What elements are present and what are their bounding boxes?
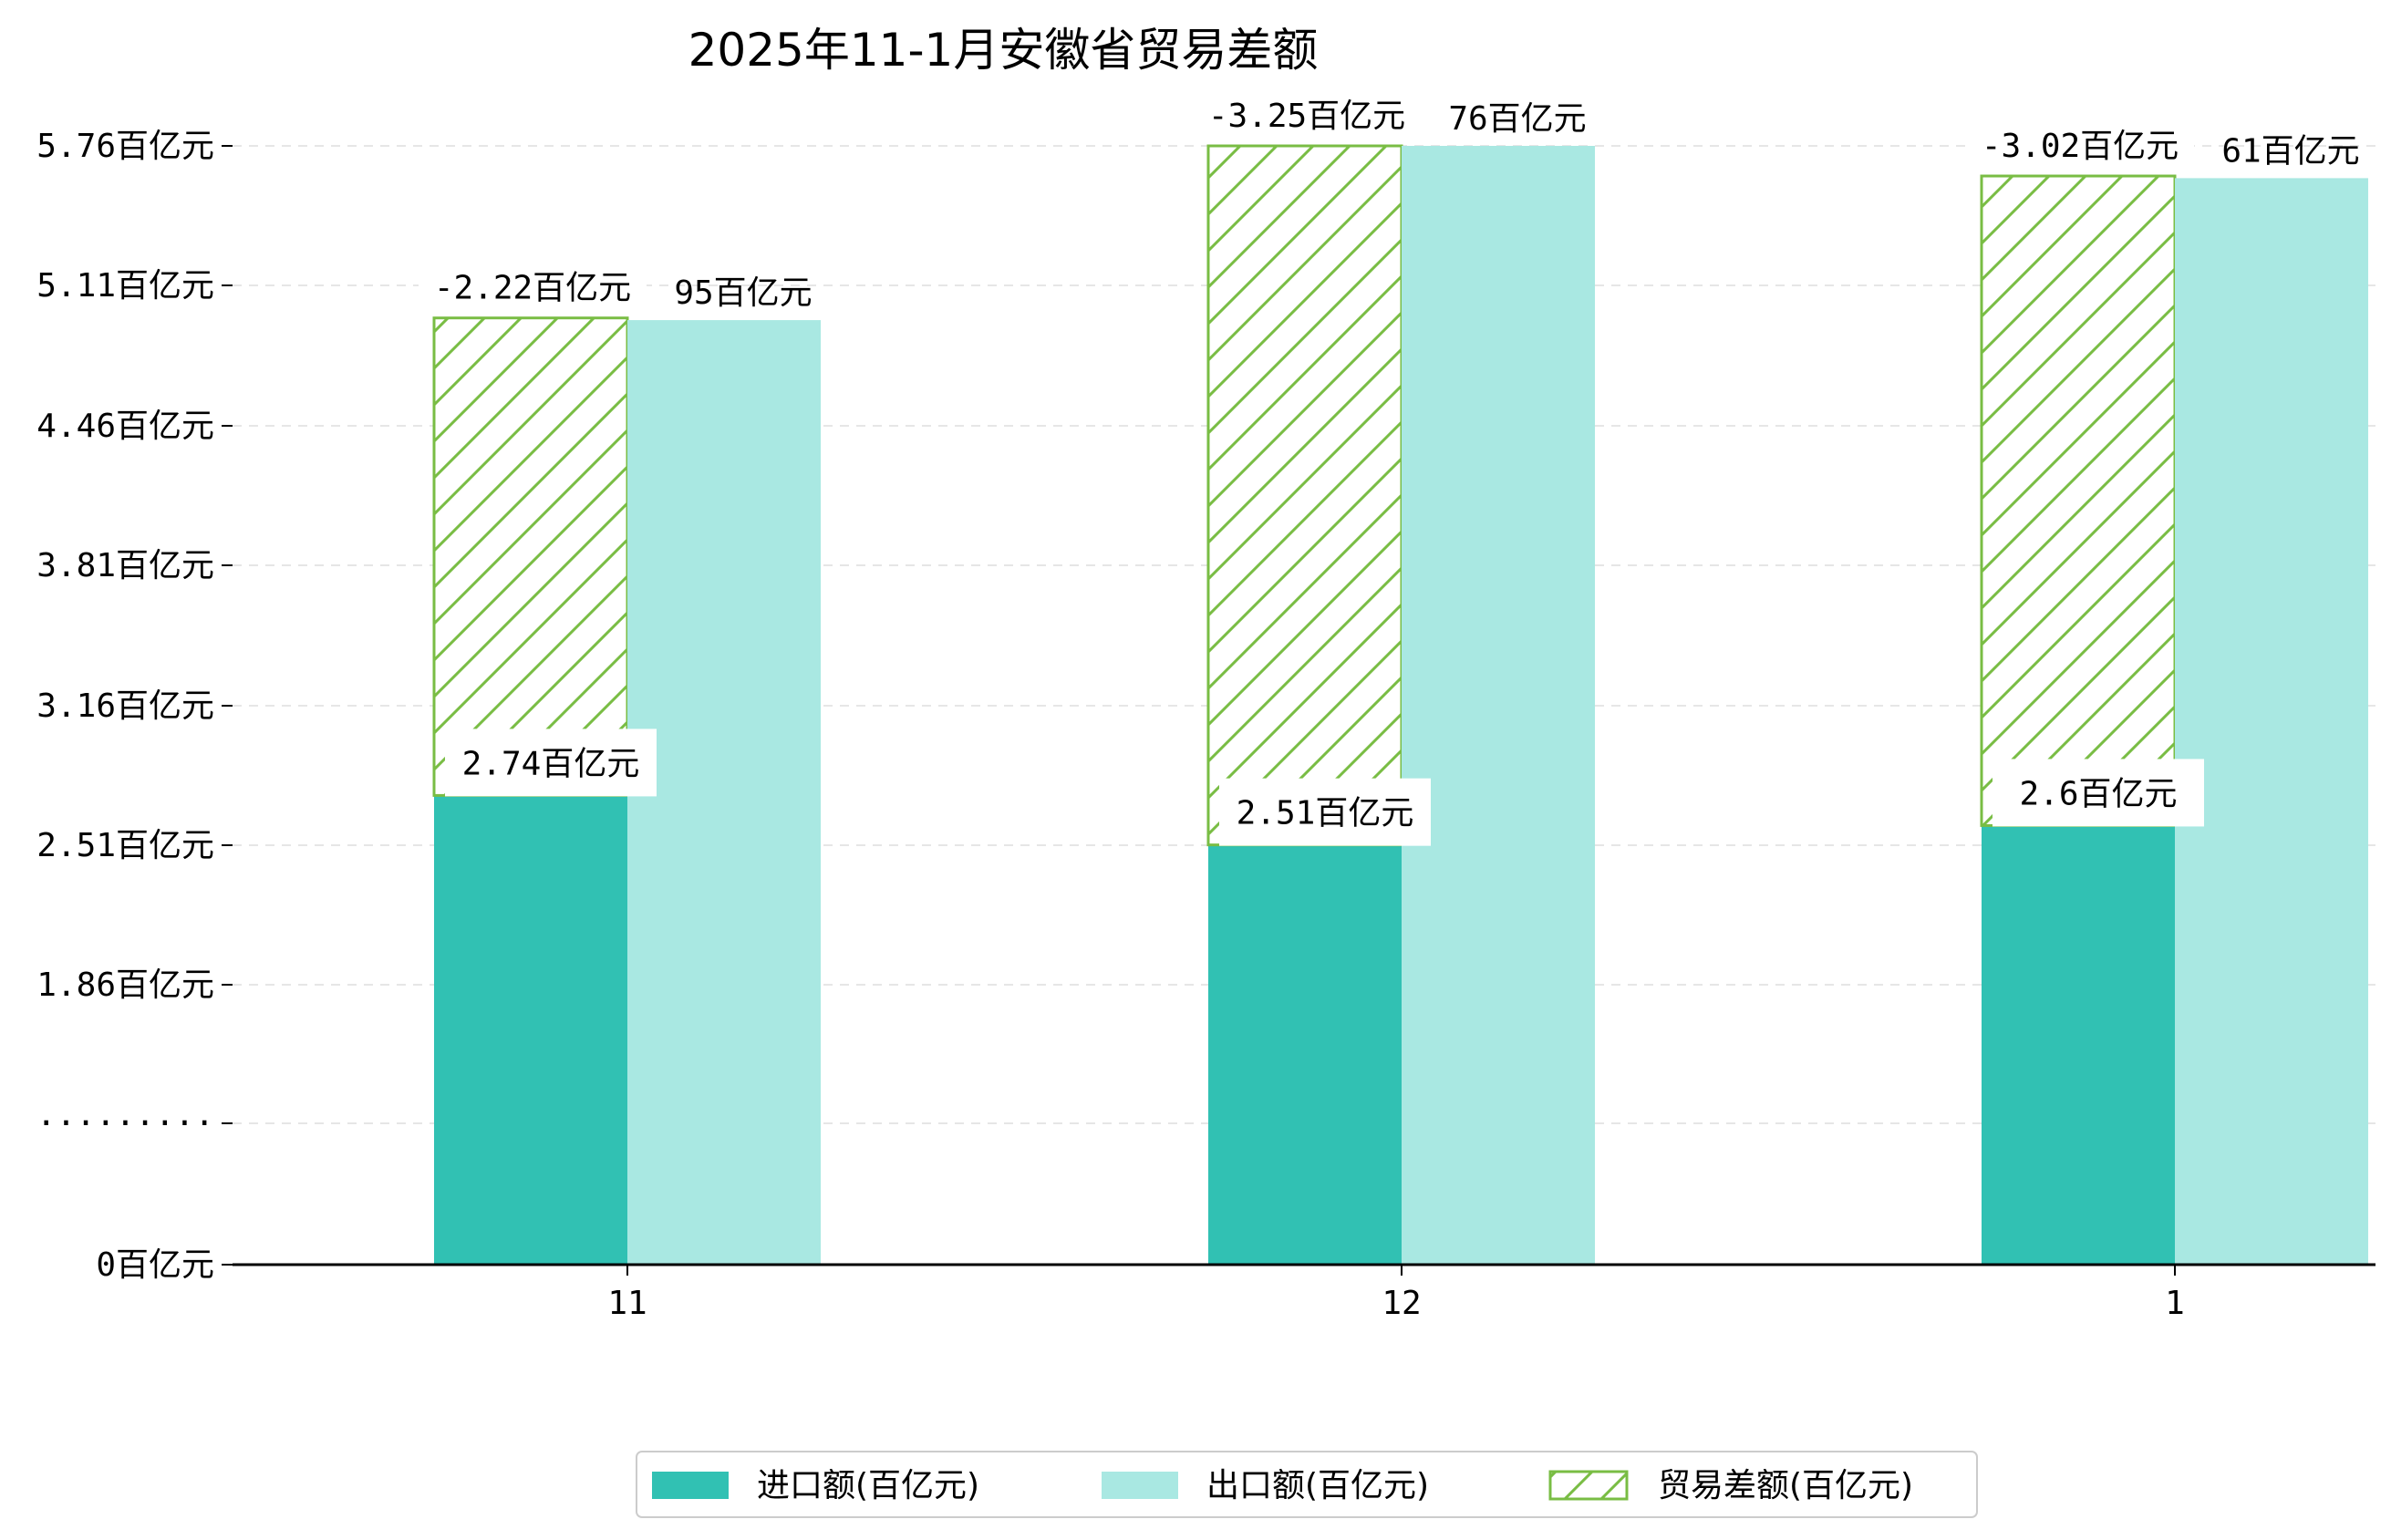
legend-label-balance: 贸易差额(百亿元)	[1658, 1467, 1913, 1504]
import-label-box	[1219, 778, 1431, 846]
data-labels: 95百亿元 -2.22百亿元 2.74百亿元 76百亿元 -3.25百亿元 2.51百亿元…	[419, 88, 2360, 846]
balance-label-box	[1966, 119, 2194, 172]
legend: 进口额(百亿元) 出口额(百亿元) 贸易差额(百亿元)	[636, 1451, 1978, 1518]
export-bar	[2175, 178, 2368, 1265]
y-tick-label: 3.81百亿元	[36, 547, 214, 584]
x-axis: 11 12 1	[233, 1263, 2375, 1322]
legend-swatch-import	[652, 1472, 729, 1499]
legend-label-import: 进口额(百亿元)	[757, 1467, 979, 1504]
y-tick-label: 5.76百亿元	[36, 128, 214, 165]
y-tick-label: 2.51百亿元	[36, 827, 214, 864]
bars	[432, 144, 2368, 1266]
balance-value-label: -3.02百亿元	[1982, 128, 2179, 165]
x-tick-label: 1	[2165, 1285, 2185, 1322]
export-value-label: 95百亿元	[674, 274, 812, 312]
legend-label-export: 出口额(百亿元)	[1206, 1467, 1429, 1504]
export-bar	[1402, 146, 1595, 1265]
legend-swatch-balance	[1548, 1470, 1629, 1501]
balance-label-box	[1193, 88, 1421, 141]
import-value-label: 2.74百亿元	[462, 745, 640, 782]
balance-bar	[1980, 174, 2177, 827]
import-bar	[434, 795, 627, 1265]
chart-title: 2025年11-1月安徽省贸易差额	[688, 24, 1319, 77]
import-label-box	[445, 729, 657, 797]
y-tick-label: 3.16百亿元	[36, 687, 214, 725]
export-bar	[627, 320, 821, 1266]
export-value-label: 76百亿元	[1448, 100, 1586, 138]
y-tick-label: 0百亿元	[96, 1246, 214, 1284]
legend-box	[636, 1451, 1978, 1518]
x-tick-label: 11	[607, 1285, 647, 1322]
x-tick-label: 12	[1382, 1285, 1421, 1322]
import-bar	[1208, 844, 1402, 1265]
balance-label-box	[419, 260, 647, 314]
import-bar	[1982, 825, 2175, 1265]
y-axis: 0百亿元 ········· 1.86百亿元 2.51百亿元 3.16百亿元 3.81百亿…	[36, 128, 233, 1284]
y-tick-label: 4.46百亿元	[36, 408, 214, 445]
y-tick-label: 1.86百亿元	[36, 966, 214, 1004]
balance-bar	[1206, 144, 1403, 847]
y-tick-label: ·········	[36, 1105, 214, 1142]
import-value-label: 2.6百亿元	[2019, 775, 2177, 812]
legend-swatch-export	[1102, 1472, 1178, 1499]
balance-value-label: -3.25百亿元	[1208, 98, 1405, 135]
export-value-label: 61百亿元	[2221, 132, 2359, 170]
balance-value-label: -2.22百亿元	[434, 270, 631, 307]
y-tick-label: 5.11百亿元	[36, 267, 214, 305]
import-value-label: 2.51百亿元	[1237, 795, 1414, 832]
balance-bar	[432, 316, 629, 797]
import-label-box	[1992, 759, 2204, 827]
